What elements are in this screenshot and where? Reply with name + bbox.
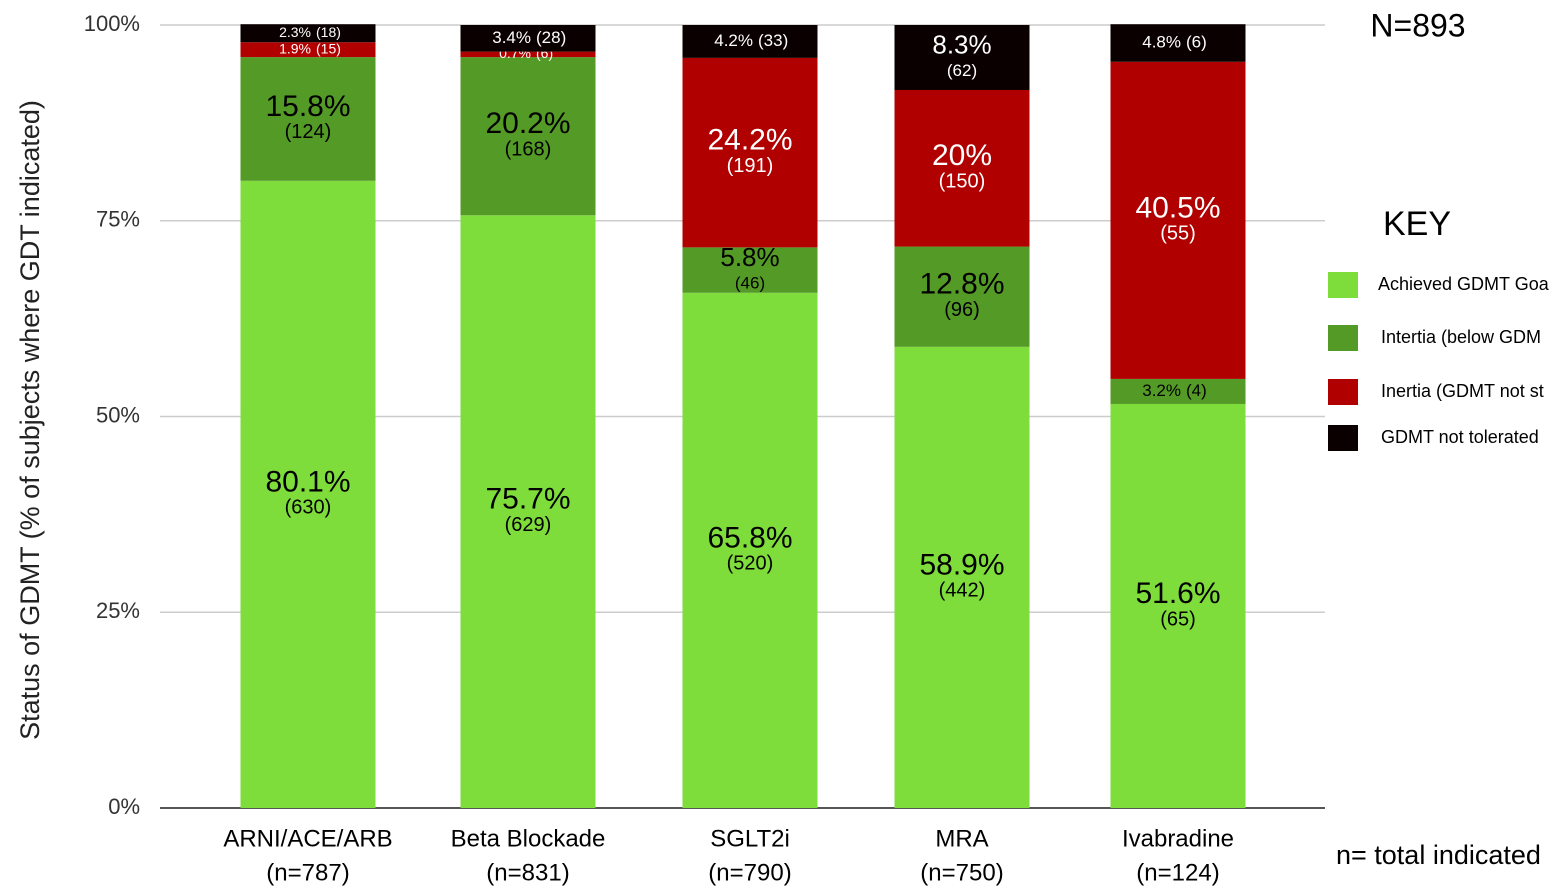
x-tick-label: Beta Blockade [451, 825, 606, 852]
bar-segment [682, 292, 818, 808]
legend-label: Intertia (below GDM [1381, 327, 1541, 347]
count-label: (55) [1160, 223, 1196, 245]
bar-segment [682, 247, 818, 293]
value-label: 24.2% [707, 124, 792, 157]
bar-segment [240, 57, 376, 181]
bar-segment [682, 57, 818, 248]
bar-segment [894, 246, 1030, 347]
x-tick-n-label: (n=790) [708, 859, 791, 886]
value-label: 20.2% [485, 107, 570, 140]
legend-swatch [1328, 272, 1358, 298]
bar-segment [1110, 24, 1246, 62]
count-label: (65) [1160, 608, 1196, 630]
bar-segment [240, 24, 376, 43]
value-label: 40.5% [1135, 191, 1220, 224]
y-tick-label: 0% [108, 794, 140, 819]
count-label: (62) [947, 61, 977, 80]
legend-label: Inertia (GDMT not st [1381, 381, 1544, 401]
legend-swatch [1328, 325, 1358, 351]
value-label: 4.2% [714, 31, 753, 50]
x-tick-n-label: (n=787) [266, 859, 349, 886]
value-label: 12.8% [919, 268, 1004, 301]
footnote: n= total indicated [1336, 840, 1541, 870]
bar-segment [894, 25, 1030, 90]
value-label: 65.8% [707, 521, 792, 554]
x-tick-n-label: (n=831) [486, 859, 569, 886]
value-label: 58.9% [919, 548, 1004, 581]
count-label: (4) [1186, 381, 1207, 400]
y-tick-label: 25% [96, 598, 140, 623]
value-label: 3.4% [492, 28, 531, 47]
legend-label: Achieved GDMT Goa [1378, 274, 1550, 294]
bar-segment [460, 51, 596, 58]
count-label: (15) [316, 40, 341, 56]
count-label: (124) [285, 121, 332, 143]
x-tick-n-label: (n=750) [920, 859, 1003, 886]
value-label: 15.8% [265, 90, 350, 123]
value-label: 75.7% [485, 483, 570, 516]
value-label: 3.2% [1142, 381, 1181, 400]
x-tick-label: ARNI/ACE/ARB [223, 825, 392, 852]
count-label: (96) [944, 299, 980, 321]
legend-swatch [1328, 379, 1358, 405]
total-label: N=893 [1370, 7, 1465, 43]
legend-title: KEY [1383, 205, 1451, 243]
count-label: (18) [316, 24, 341, 40]
y-tick-label: 50% [96, 402, 140, 427]
count-label: (33) [758, 31, 788, 50]
x-tick-label: Ivabradine [1122, 825, 1234, 852]
value-label: 2.3% [279, 24, 311, 40]
count-label: (629) [505, 514, 552, 536]
count-label: (150) [939, 171, 986, 193]
count-label: (191) [727, 155, 774, 177]
bar-segment [1110, 378, 1246, 404]
y-tick-label: 75% [96, 207, 140, 232]
value-label: 8.3% [932, 29, 991, 59]
bar-segment [1110, 61, 1246, 379]
x-tick-label: MRA [935, 825, 988, 852]
count-label: (168) [505, 138, 552, 160]
x-tick-n-label: (n=124) [1136, 859, 1219, 886]
count-label: (6) [1186, 32, 1207, 51]
bar-segment [240, 180, 376, 808]
value-label: 20% [932, 139, 992, 172]
bar-segment [460, 215, 596, 809]
y-axis-title: Status of GDMT (% of subjects where GDT … [15, 100, 45, 740]
value-label: 1.9% [279, 40, 311, 56]
bar-segment [894, 346, 1030, 808]
bar-segment [240, 42, 376, 58]
x-tick-label: SGLT2i [710, 825, 790, 852]
value-label: 51.6% [1135, 577, 1220, 610]
bar-segment [1110, 403, 1246, 808]
bar-segment [894, 89, 1030, 247]
y-tick-label: 100% [84, 11, 140, 36]
bar-segment [460, 25, 596, 52]
value-label: 4.8% [1142, 32, 1181, 51]
count-label: (442) [939, 580, 986, 602]
value-label: 80.1% [265, 465, 350, 498]
legend-label: GDMT not tolerated [1381, 427, 1539, 447]
bar-segment [682, 25, 818, 58]
legend-swatch [1328, 425, 1358, 451]
count-label: (520) [727, 553, 774, 575]
bar-segment [460, 57, 596, 216]
count-label: (630) [285, 497, 332, 519]
count-label: (46) [735, 274, 765, 293]
count-label: (28) [536, 28, 566, 47]
